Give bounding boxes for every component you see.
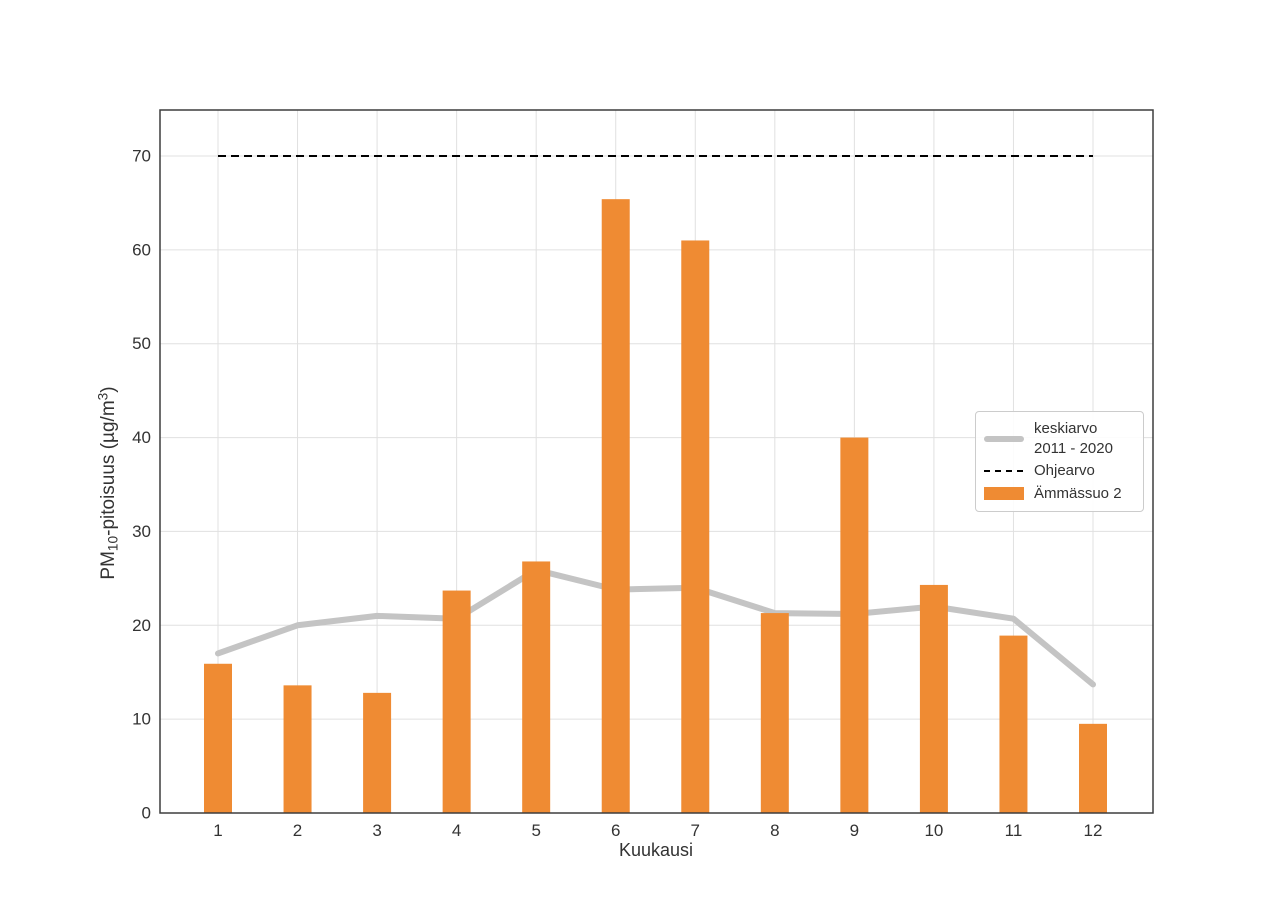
legend-item-keskiarvo: keskiarvo 2011 - 2020 bbox=[984, 419, 1135, 459]
x-tick-label-7: 7 bbox=[691, 821, 700, 840]
ammassuo-bar-swatch-icon bbox=[984, 487, 1024, 501]
bar-month-11 bbox=[999, 635, 1028, 813]
x-tick-label-11: 11 bbox=[1005, 821, 1023, 840]
x-tick-label-6: 6 bbox=[611, 821, 620, 840]
x-tick-label-3: 3 bbox=[372, 821, 381, 840]
x-tick-label-9: 9 bbox=[850, 821, 859, 840]
legend-item-ohjearvo: Ohjearvo bbox=[984, 461, 1135, 481]
bar-month-5 bbox=[522, 561, 551, 813]
legend: keskiarvo 2011 - 2020 Ohjearvo Ämmässuo … bbox=[975, 411, 1144, 512]
y-axis-label-subscript: 10 bbox=[105, 535, 121, 552]
x-tick-label-4: 4 bbox=[452, 821, 461, 840]
y-tick-label-70: 70 bbox=[132, 146, 151, 165]
legend-label-line2: 2011 - 2020 bbox=[1034, 440, 1113, 458]
bar-month-8 bbox=[760, 613, 789, 813]
x-tick-label-1: 1 bbox=[213, 821, 222, 840]
bar-month-12 bbox=[1079, 723, 1107, 813]
y-tick-label-40: 40 bbox=[132, 428, 151, 447]
bar-month-4 bbox=[442, 590, 471, 813]
x-tick-label-5: 5 bbox=[531, 821, 540, 840]
x-axis-label: Kuukausi bbox=[618, 840, 694, 860]
y-axis-label-prefix: PM bbox=[97, 551, 119, 580]
x-tick-label-10: 10 bbox=[924, 821, 943, 840]
bar-month-9 bbox=[840, 437, 869, 813]
bar-month-10 bbox=[919, 584, 948, 813]
ohjearvo-dashed-line-swatch-icon bbox=[984, 470, 1024, 473]
y-axis-label-mid: -pitoisuus (µg/m bbox=[97, 400, 119, 536]
legend-label-ammassuo: Ämmässuo 2 bbox=[1034, 484, 1122, 502]
legend-label-ohjearvo: Ohjearvo bbox=[1034, 462, 1095, 480]
y-tick-label-20: 20 bbox=[132, 616, 151, 635]
keskiarvo-line bbox=[215, 566, 1096, 688]
bar-month-6 bbox=[601, 199, 630, 814]
legend-label-keskiarvo: keskiarvo 2011 - 2020 bbox=[1034, 419, 1113, 459]
y-axis-label-suffix: ) bbox=[97, 386, 119, 393]
legend-item-ammassuo: Ämmässuo 2 bbox=[984, 484, 1135, 504]
legend-label-line1: keskiarvo bbox=[1034, 420, 1098, 438]
axes-border bbox=[159, 109, 1154, 814]
bar-month-3 bbox=[363, 692, 392, 813]
bar-month-1 bbox=[204, 663, 232, 813]
y-axis-label: PM10-pitoisuus (µg/m3) bbox=[96, 386, 121, 579]
y-tick-label-30: 30 bbox=[132, 522, 151, 541]
x-tick-label-8: 8 bbox=[770, 821, 779, 840]
bar-month-2 bbox=[283, 685, 312, 813]
x-tick-label-12: 12 bbox=[1084, 821, 1103, 840]
y-tick-label-50: 50 bbox=[132, 334, 151, 353]
y-tick-label-60: 60 bbox=[132, 240, 151, 259]
y-tick-label-10: 10 bbox=[132, 710, 151, 729]
y-tick-label-0: 0 bbox=[142, 804, 151, 823]
keskiarvo-line-swatch-icon bbox=[984, 436, 1024, 443]
bar-month-7 bbox=[681, 240, 710, 814]
x-tick-label-2: 2 bbox=[293, 821, 302, 840]
y-axis-label-superscript: 3 bbox=[95, 392, 111, 401]
